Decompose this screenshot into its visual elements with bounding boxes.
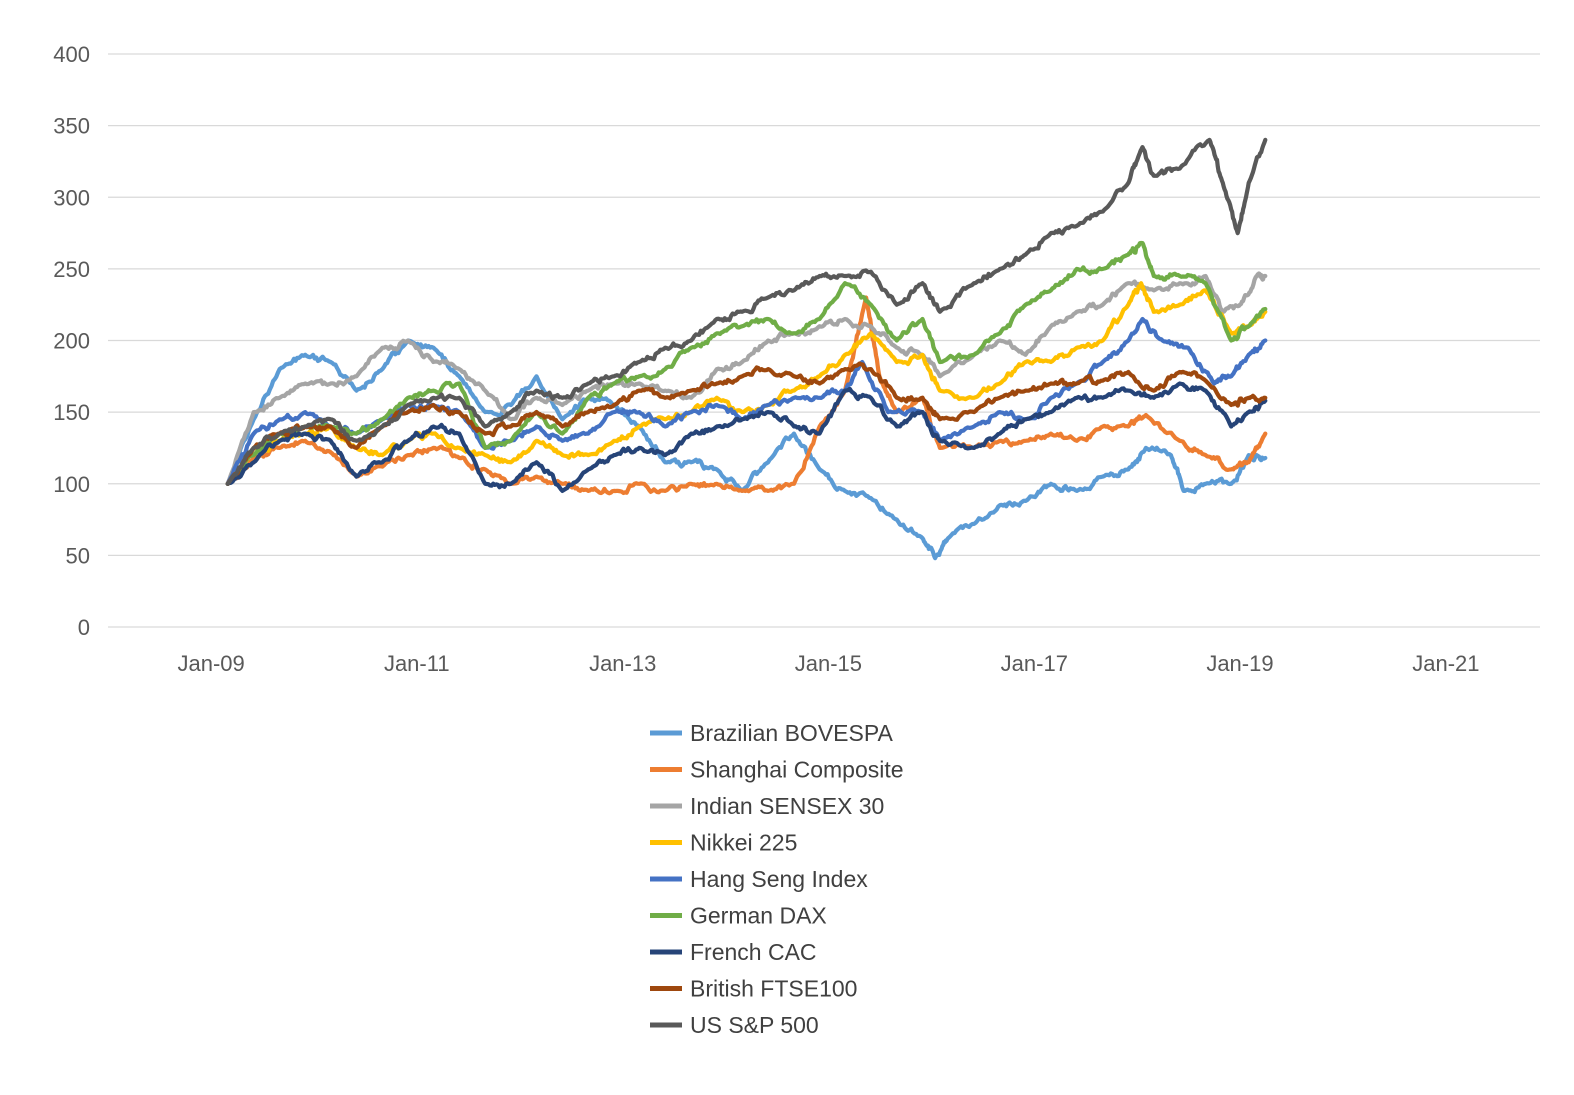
legend-label: German DAX [690,903,827,929]
x-tick-label: Jan-13 [589,651,656,676]
x-tick-label: Jan-11 [384,651,450,676]
legend-label: Nikkei 225 [690,830,797,856]
y-axis: 0 50 100 150 200 250 300 350 400 [53,42,90,640]
y-tick-label: 100 [53,472,90,497]
y-tick-label: 250 [53,257,90,282]
legend-entry-french-cac: French CAC [650,939,817,965]
legend-label: US S&P 500 [690,1012,819,1038]
x-tick-label: Jan-21 [1412,651,1479,676]
series-layer [225,137,1268,561]
y-tick-label: 400 [53,42,90,67]
legend-entry-nikkei-225: Nikkei 225 [650,830,797,856]
legend-entry-german-dax: German DAX [650,903,827,929]
legend-label: Indian SENSEX 30 [690,793,884,819]
y-tick-label: 200 [53,329,90,354]
legend-label: Hang Seng Index [690,866,868,892]
legend-entry-hang-seng-index: Hang Seng Index [650,866,868,892]
series-line-german-dax [225,240,1268,486]
x-tick-label: Jan-09 [177,651,244,676]
series-line-shanghai-composite [225,295,1268,496]
x-tick-label: Jan-17 [1001,651,1068,676]
y-tick-label: 350 [53,114,90,139]
series-line-french-cac [225,381,1268,493]
y-tick-label: 150 [53,400,90,425]
legend-label: Brazilian BOVESPA [690,720,893,746]
legend-label: Shanghai Composite [690,757,904,783]
legend: Brazilian BOVESPA Shanghai Composite India… [650,720,904,1038]
y-tick-label: 50 [66,543,90,568]
legend-label: British FTSE100 [690,976,857,1002]
legend-entry-indian-sensex-30: Indian SENSEX 30 [650,793,884,819]
x-tick-label: Jan-19 [1206,651,1273,676]
legend-entry-us-s-p-500: US S&P 500 [650,1012,819,1038]
series-line-us-s-p-500 [225,137,1268,486]
grid-layer [108,53,1540,628]
y-tick-label: 0 [78,615,90,640]
y-tick-label: 300 [53,185,90,210]
series-line-nikkei-225 [225,281,1268,486]
legend-label: French CAC [690,939,817,965]
series-line-british-ftse100 [225,361,1268,486]
series-line-indian-sensex-30 [225,271,1268,486]
legend-entry-brazilian-bovespa: Brazilian BOVESPA [650,720,893,746]
legend-entry-shanghai-composite: Shanghai Composite [650,757,904,783]
x-axis: Jan-09 Jan-11 Jan-13 Jan-15 Jan-17 Jan-19 Jan-… [177,651,1479,676]
x-tick-label: Jan-15 [795,651,862,676]
legend-entry-british-ftse100: British FTSE100 [650,976,857,1002]
